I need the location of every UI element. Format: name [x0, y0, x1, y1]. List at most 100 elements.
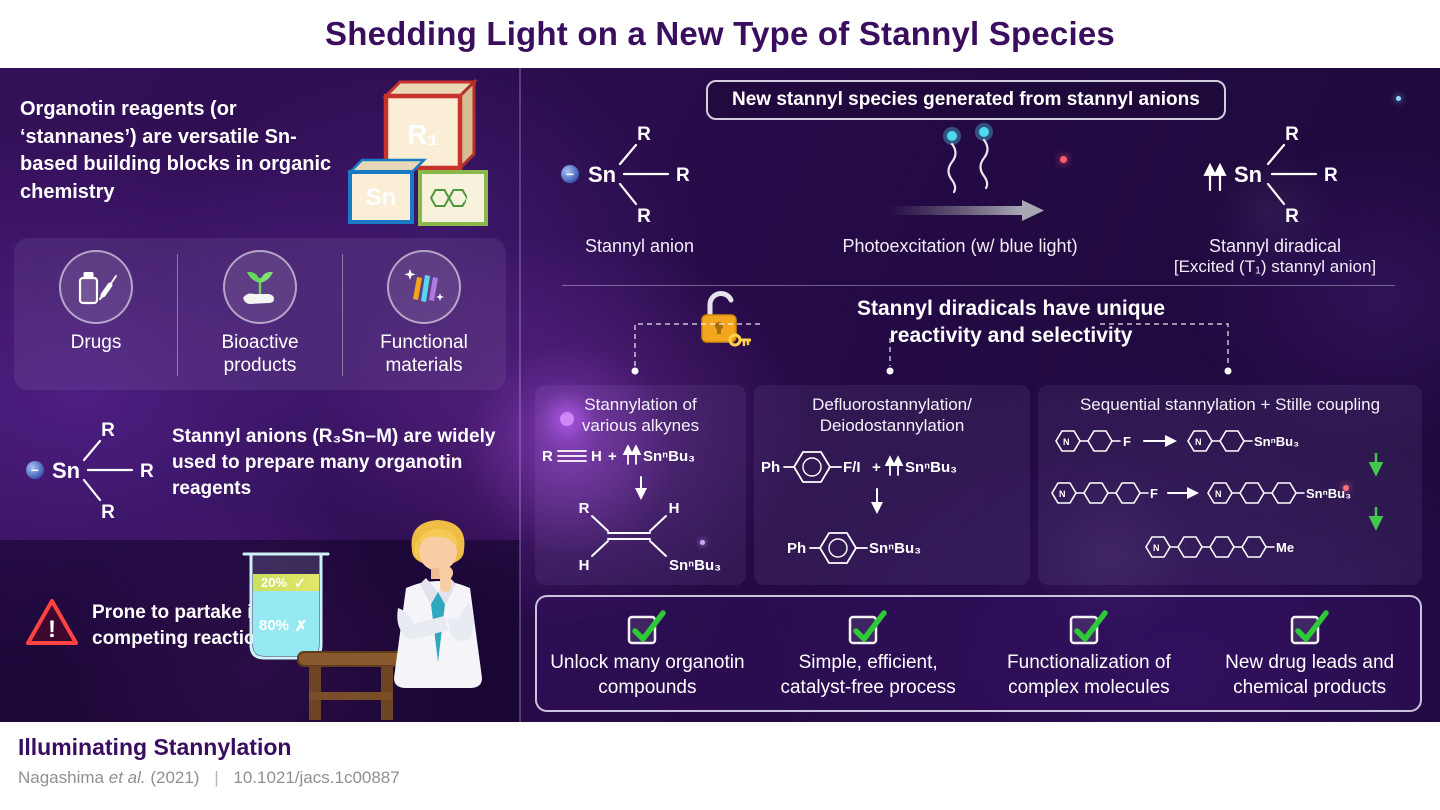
alkyne-reaction-scheme: R H + SnⁿBu₃ R H H SnⁿBu₃	[542, 443, 721, 574]
r-label: R	[101, 420, 115, 441]
reaction-box-alkynes: Stannylation of various alkynes R H + Sn…	[535, 385, 746, 585]
f-i-label: F/I	[843, 459, 861, 476]
application-bioactive: Bioactive products	[178, 238, 342, 390]
citation-separator: |	[214, 768, 219, 787]
r-label: R	[637, 206, 651, 227]
citation-etal: et al.	[108, 768, 146, 787]
outcome-item: New drug leads and chemical products	[1199, 607, 1420, 700]
outcome-item: Unlock many organotin compounds	[537, 607, 758, 700]
application-label: Bioactive products	[221, 332, 299, 376]
f-label: F	[1123, 434, 1131, 449]
r-label: R	[637, 124, 651, 145]
dashed-connectors	[631, 323, 1232, 375]
h-label: H	[668, 500, 679, 517]
checkbox-check-icon	[1069, 610, 1108, 645]
f-label: F	[1150, 486, 1158, 501]
reaction-box-defluoro: Defluorostannylation/ Deiodostannylation…	[754, 385, 1030, 585]
stannyl-diradical-structure: Sn R R R	[1203, 124, 1338, 227]
plus-sign: +	[872, 459, 881, 476]
snbu3-label: SnⁿBu₃	[669, 557, 721, 574]
n-label: N	[1063, 437, 1070, 447]
ph-label: Ph	[761, 459, 780, 476]
page-title: Shedding Light on a New Type of Stannyl …	[325, 15, 1115, 52]
spin-arrows-icon	[884, 454, 904, 476]
footer-bar: Illuminating Stannylation Nagashima et a…	[0, 722, 1440, 810]
photoexcitation-graphic	[888, 123, 1044, 221]
applications-divider	[342, 254, 343, 376]
snbu3-label: SnⁿBu₃	[1306, 486, 1351, 501]
header-bar: Shedding Light on a New Type of Stannyl …	[0, 0, 1440, 68]
snbu3-label: SnⁿBu₃	[643, 448, 695, 465]
citation-year: (2021)	[150, 768, 200, 787]
h-label: H	[591, 448, 602, 465]
outcome-label: Simple, efficient, catalyst-free process	[780, 652, 956, 698]
section-divider	[562, 285, 1395, 286]
application-label: Drugs	[70, 332, 122, 353]
me-label: Me	[1276, 540, 1294, 555]
checkbox-check-icon	[848, 610, 887, 645]
beaker-good-pct: 20%	[261, 575, 287, 590]
n-label: N	[1215, 489, 1222, 499]
drugs-icon	[59, 250, 133, 324]
warning-text: Prone to partake in competing reactions	[92, 602, 278, 649]
outcomes-box: Unlock many organotin compounds Simple, …	[535, 595, 1422, 712]
ph-label: Ph	[787, 540, 806, 557]
application-materials: Functional materials	[342, 238, 506, 390]
block-sn-label: Sn	[366, 184, 397, 211]
anion-scheme-label: Stannyl anion	[584, 236, 695, 256]
section-badge: New stannyl species generated from stann…	[706, 80, 1226, 120]
r-label: R	[542, 448, 553, 465]
outcome-label: New drug leads and chemical products	[1225, 652, 1395, 698]
snbu3-label: SnⁿBu₃	[1254, 434, 1299, 449]
photoexcitation-label: Photoexcitation (w/ blue light)	[842, 236, 1078, 256]
intro-text: Organotin reagents (or ‘stannanes’) are …	[20, 98, 332, 203]
block-molecule-n: N	[463, 195, 469, 204]
bioactive-icon	[223, 250, 297, 324]
diradical-label-sub: [Excited (T₁) stannyl anion]	[1173, 257, 1377, 276]
application-label: Functional materials	[380, 332, 468, 376]
citation-doi: 10.1021/jacs.1c00887	[233, 768, 400, 787]
unique-statement: Stannyl diradicals have unique reactivit…	[856, 297, 1166, 348]
good-checkmark: ✓	[294, 575, 306, 591]
spin-arrows-icon	[1203, 162, 1227, 192]
anion-caption: Stannyl anions (R₃Sn–M) are widely used …	[172, 426, 496, 500]
checkbox-check-icon	[628, 610, 667, 645]
building-blocks-graphic: R₁ Sn N	[346, 78, 488, 226]
r-label: R	[1285, 206, 1299, 227]
h-label: H	[578, 557, 589, 574]
spin-arrows-icon	[622, 443, 641, 465]
diradical-label-main: Stannyl diradical	[1208, 236, 1342, 256]
sn-label: Sn	[1234, 162, 1262, 187]
r-label: R	[101, 502, 115, 523]
plus-sign: +	[608, 448, 617, 465]
warning-exclamation: !	[48, 616, 56, 643]
reaction-box-sequential: Sequential stannylation + Stille couplin…	[1038, 385, 1422, 585]
citation: Nagashima et al. (2021) | 10.1021/jacs.1…	[18, 768, 400, 788]
stool-graphic	[297, 651, 405, 720]
n-label: N	[1195, 437, 1202, 447]
r-label: R	[1324, 165, 1338, 186]
beaker-graphic: 20% ✓ 80% ✗	[242, 552, 330, 660]
diradical-label: Stannyl diradical [Excited (T₁) stannyl …	[1150, 236, 1400, 277]
defluoro-reaction-scheme: Ph F/I + SnⁿBu₃ Ph SnⁿBu₃	[761, 450, 957, 564]
applications-divider	[177, 254, 178, 376]
r-label: R	[676, 165, 690, 186]
outcome-item: Simple, efficient, catalyst-free process	[758, 607, 979, 700]
n-label: N	[1153, 543, 1160, 553]
reaction-box-title: Stannylation of various alkynes	[581, 395, 700, 436]
sn-label: Sn	[52, 458, 80, 483]
panel-divider	[519, 68, 521, 722]
outcome-label: Unlock many organotin compounds	[550, 652, 745, 698]
sequential-reaction-scheme: N F N SnⁿBu₃ N F N	[1051, 430, 1384, 559]
snbu3-label: SnⁿBu₃	[905, 459, 957, 476]
stannyl-anion-structure-left: − Sn R R R	[26, 420, 154, 523]
main-background	[0, 68, 1440, 722]
outcome-label: Functionalization of complex molecules	[1007, 652, 1171, 698]
stannyl-anion-structure: − Sn R R R	[561, 124, 690, 227]
thinking-person-graphic	[394, 520, 482, 688]
reaction-box-title: Sequential stannylation + Stille couplin…	[1079, 395, 1381, 414]
footer-title: Illuminating Stannylation	[18, 734, 292, 760]
outcome-item: Functionalization of complex molecules	[979, 607, 1200, 700]
reaction-box-title: Defluorostannylation/ Deiodostannylation	[812, 395, 972, 436]
